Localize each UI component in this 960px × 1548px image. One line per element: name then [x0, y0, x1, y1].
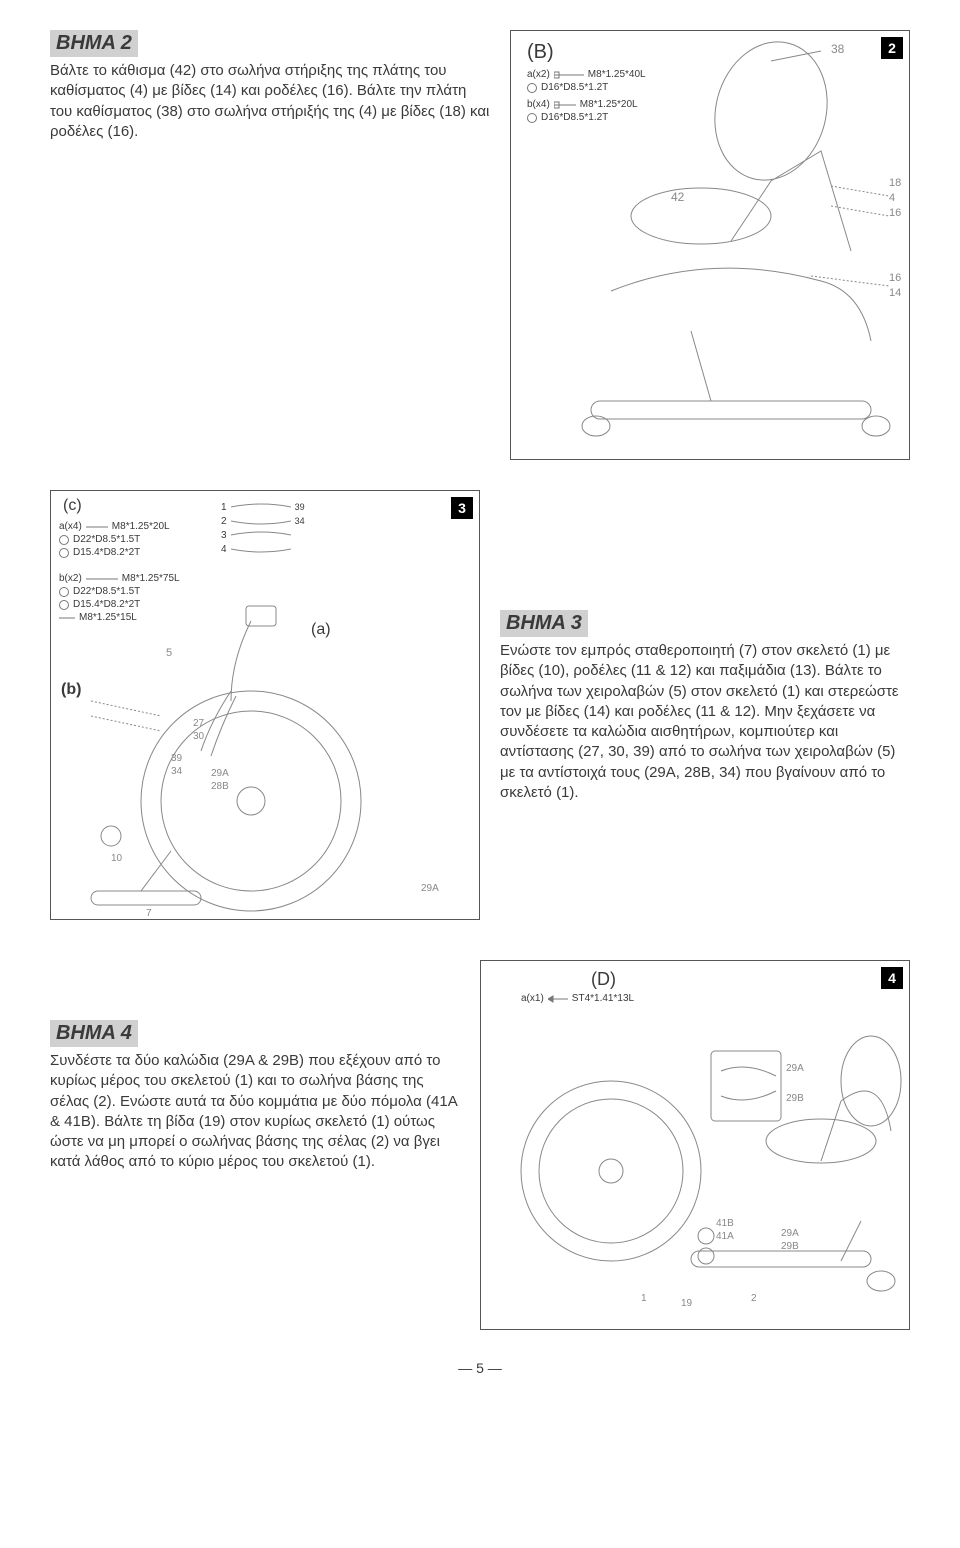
step3-text-column: ΒΗΜΑ 3 Ενώστε τον εμπρός σταθεροποιητή (…: [500, 490, 910, 920]
fig3-callout: 29A: [421, 883, 439, 894]
fig3-callout: 34: [171, 766, 183, 777]
fig3-callout: 27: [193, 718, 205, 729]
figure-2: 2 (B) a(x2) M8*1.25*40L D16*D8.5*1.2T b(…: [510, 30, 910, 460]
fig4-callout: 29B: [786, 1093, 804, 1104]
step4-text-column: ΒΗΜΑ 4 Συνδέστε τα δύο καλώδια (29A & 29…: [50, 960, 460, 1330]
fig4-callout: 1: [641, 1293, 647, 1304]
figure-3: (c) a(x4) M8*1.25*20L D22*D8.5*1.5T D15.…: [50, 490, 480, 920]
fig2-callout: 38: [831, 42, 845, 56]
step3-body: Ενώστε τον εμπρός σταθεροποιητή (7) στον…: [500, 641, 910, 803]
fig2-callout: 16: [889, 272, 901, 284]
fig2-callout: 42: [671, 190, 685, 204]
fig3-callout: 28B: [211, 781, 229, 792]
fig3-callout: 7: [146, 908, 152, 919]
step2-title: ΒΗΜΑ 2: [50, 30, 138, 57]
figure-3-column: (c) a(x4) M8*1.25*20L D22*D8.5*1.5T D15.…: [50, 490, 480, 920]
step2-row: ΒΗΜΑ 2 Βάλτε το κάθισμα (42) στο σωλήνα …: [50, 30, 910, 460]
fig3-lineart: 5 27 30 39 34 29A 28B 10 7 29A: [51, 491, 481, 921]
fig3-callout: 10: [111, 853, 123, 864]
step4-title: ΒΗΜΑ 4: [50, 1020, 138, 1047]
step2-body: Βάλτε το κάθισμα (42) στο σωλήνα στήριξη…: [50, 61, 490, 142]
fig4-callout: 41B: [716, 1218, 734, 1229]
step3-title: ΒΗΜΑ 3: [500, 610, 588, 637]
fig3-callout: 30: [193, 731, 205, 742]
fig2-callout: 14: [889, 287, 901, 299]
fig2-callout: 16: [889, 207, 901, 219]
step2-text-column: ΒΗΜΑ 2 Βάλτε το κάθισμα (42) στο σωλήνα …: [50, 30, 490, 460]
fig2-lineart: 38 42 18 4 16 16 14: [511, 31, 911, 461]
fig3-callout: 39: [171, 753, 183, 764]
fig4-callout: 41A: [716, 1231, 734, 1242]
figure-4: 4 (D) a(x1) ST4*1.41*13L: [480, 960, 910, 1330]
fig4-callout: 29A: [781, 1228, 799, 1239]
page-number: — 5 —: [50, 1360, 910, 1376]
fig3-callout: 29A: [211, 768, 229, 779]
step4-row: ΒΗΜΑ 4 Συνδέστε τα δύο καλώδια (29A & 29…: [50, 960, 910, 1330]
fig4-callout: 19: [681, 1298, 693, 1309]
fig3-callout: 5: [166, 647, 172, 659]
fig2-callout: 18: [889, 177, 901, 189]
fig4-callout: 2: [751, 1293, 757, 1304]
figure-4-column: 4 (D) a(x1) ST4*1.41*13L: [480, 960, 910, 1330]
fig4-lineart: 29A 29B 41B 41A 29A 29B 19 2 1: [481, 961, 911, 1331]
step3-row: (c) a(x4) M8*1.25*20L D22*D8.5*1.5T D15.…: [50, 490, 910, 920]
fig4-callout: 29B: [781, 1241, 799, 1252]
step4-body: Συνδέστε τα δύο καλώδια (29A & 29B) που …: [50, 1051, 460, 1173]
fig2-callout: 4: [889, 192, 895, 204]
fig4-callout: 29A: [786, 1063, 804, 1074]
